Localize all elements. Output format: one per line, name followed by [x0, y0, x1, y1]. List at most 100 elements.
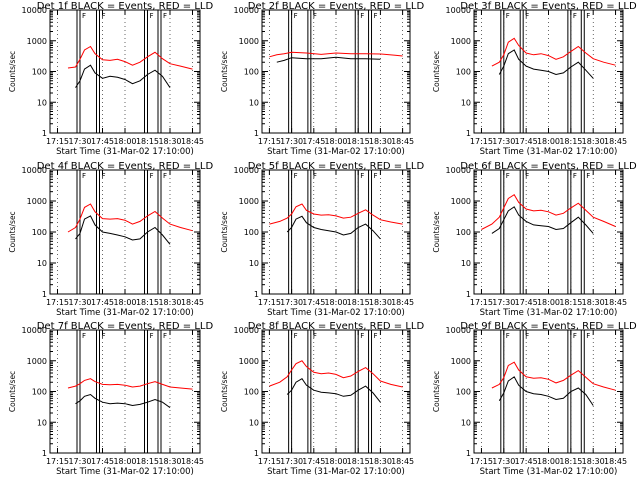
x-tick-label: 17:45 — [515, 457, 538, 466]
y-axis-label: Counts/sec — [220, 371, 229, 412]
plot-frame — [473, 169, 624, 295]
series-line-lld — [269, 51, 403, 58]
x-tick-label: 17:45 — [515, 298, 538, 307]
x-tick-label: 17:45 — [302, 137, 325, 146]
x-axis-label: Start Time (31-Mar-02 17:10:00) — [56, 467, 194, 477]
flag-annotation: F — [313, 332, 317, 340]
flag-annotation: F — [82, 12, 86, 20]
flag-annotation: F — [573, 332, 577, 340]
x-tick-label: 18:00 — [113, 137, 136, 146]
y-tick-label: 100 — [32, 68, 47, 77]
x-tick-label: 18:15 — [136, 137, 159, 146]
y-axis-label: Counts/sec — [432, 51, 441, 92]
x-tick-label: 18:15 — [347, 457, 370, 466]
flag-annotation: F — [525, 332, 529, 340]
x-tick-label: 17:30 — [68, 457, 91, 466]
panel-title: Det 8f BLACK = Events, RED = LLD — [248, 321, 425, 332]
flag-annotation: F — [163, 172, 167, 180]
flag-annotation: F — [82, 332, 86, 340]
detector-panel: Det 9f BLACK = Events, RED = LLD 1 10 100 10… — [432, 321, 637, 477]
y-axis-label: Counts/sec — [220, 211, 229, 252]
flag-annotation: F — [294, 12, 298, 20]
flag-annotation: F — [374, 12, 378, 20]
series-line-lld — [269, 360, 403, 388]
y-tick-label: 10000 — [22, 326, 47, 335]
detector-panel: Det 2f BLACK = Events, RED = LLD 1 10 100 10… — [220, 1, 424, 157]
y-tick-label: 1 — [466, 449, 471, 458]
y-tick-label: 100 — [32, 388, 47, 397]
x-tick-label: 17:15 — [258, 457, 281, 466]
x-tick-label: 18:00 — [537, 137, 560, 146]
y-tick-label: 10 — [249, 418, 259, 427]
x-tick-label: 18:30 — [582, 298, 605, 307]
x-tick-label: 18:45 — [391, 137, 414, 146]
x-tick-label: 17:15 — [470, 457, 493, 466]
y-tick-label: 10 — [37, 418, 47, 427]
x-tick-label: 17:30 — [492, 298, 515, 307]
panel-title: Det 6f BLACK = Events, RED = LLD — [460, 161, 637, 172]
y-tick-label: 1 — [42, 129, 47, 138]
x-tick-label: 17:15 — [46, 457, 69, 466]
detector-panel: Det 1f BLACK = Events, RED = LLD 1 10 100 10… — [8, 1, 213, 157]
x-tick-label: 17:30 — [492, 137, 515, 146]
panel-title: Det 3f BLACK = Events, RED = LLD — [460, 1, 637, 12]
x-axis-label: Start Time (31-Mar-02 17:10:00) — [56, 308, 194, 318]
flag-annotation: F — [374, 172, 378, 180]
flag-annotation: F — [360, 172, 364, 180]
series-line-lld — [67, 45, 193, 70]
x-tick-label: 18:00 — [537, 457, 560, 466]
x-tick-label: 18:15 — [559, 457, 582, 466]
y-tick-label: 1 — [254, 449, 259, 458]
flag-annotation: F — [506, 172, 510, 180]
y-tick-label: 100 — [456, 68, 471, 77]
flag-annotation: F — [150, 12, 154, 20]
x-tick-label: 17:45 — [91, 298, 114, 307]
x-tick-label: 17:30 — [280, 137, 303, 146]
y-axis-label: Counts/sec — [8, 51, 17, 92]
y-tick-label: 10000 — [234, 166, 259, 175]
flag-annotation: F — [586, 12, 590, 20]
y-tick-label: 10000 — [446, 166, 471, 175]
x-tick-label: 18:15 — [136, 457, 159, 466]
x-tick-label: 17:45 — [515, 137, 538, 146]
y-tick-label: 100 — [456, 228, 471, 237]
plot-frame — [49, 169, 201, 295]
series-line-events — [498, 49, 594, 79]
flag-annotation: F — [294, 332, 298, 340]
series-line-lld — [67, 378, 193, 390]
y-tick-label: 1000 — [27, 37, 47, 46]
x-tick-label: 17:15 — [470, 298, 493, 307]
x-tick-label: 17:30 — [280, 298, 303, 307]
x-tick-label: 17:30 — [280, 457, 303, 466]
x-axis-label: Start Time (31-Mar-02 17:10:00) — [480, 467, 618, 477]
x-tick-label: 18:15 — [559, 298, 582, 307]
series-line-lld — [67, 203, 193, 233]
flag-annotation: F — [586, 332, 590, 340]
y-tick-label: 1000 — [451, 37, 471, 46]
x-tick-label: 18:45 — [391, 298, 414, 307]
y-tick-label: 1 — [42, 449, 47, 458]
series-line-lld — [491, 37, 616, 67]
y-tick-label: 10000 — [446, 326, 471, 335]
x-tick-label: 18:45 — [181, 457, 204, 466]
y-tick-label: 10 — [461, 98, 471, 107]
flag-annotation: F — [102, 12, 106, 20]
y-tick-label: 100 — [456, 388, 471, 397]
x-tick-label: 18:15 — [559, 137, 582, 146]
y-tick-label: 1000 — [239, 357, 259, 366]
y-tick-label: 1000 — [27, 197, 47, 206]
x-tick-label: 18:00 — [537, 298, 560, 307]
detector-panel: Det 8f BLACK = Events, RED = LLD 1 10 100 10… — [220, 321, 424, 477]
x-tick-label: 17:15 — [46, 137, 69, 146]
x-tick-label: 17:45 — [302, 298, 325, 307]
panel-title: Det 7f BLACK = Events, RED = LLD — [37, 321, 214, 332]
flag-annotation: F — [586, 172, 590, 180]
x-tick-label: 18:15 — [347, 137, 370, 146]
y-tick-label: 100 — [244, 68, 259, 77]
y-tick-label: 1 — [42, 290, 47, 299]
y-tick-label: 1 — [466, 290, 471, 299]
x-tick-label: 18:30 — [582, 457, 605, 466]
y-axis-label: Counts/sec — [8, 211, 17, 252]
flag-annotation: F — [102, 172, 106, 180]
